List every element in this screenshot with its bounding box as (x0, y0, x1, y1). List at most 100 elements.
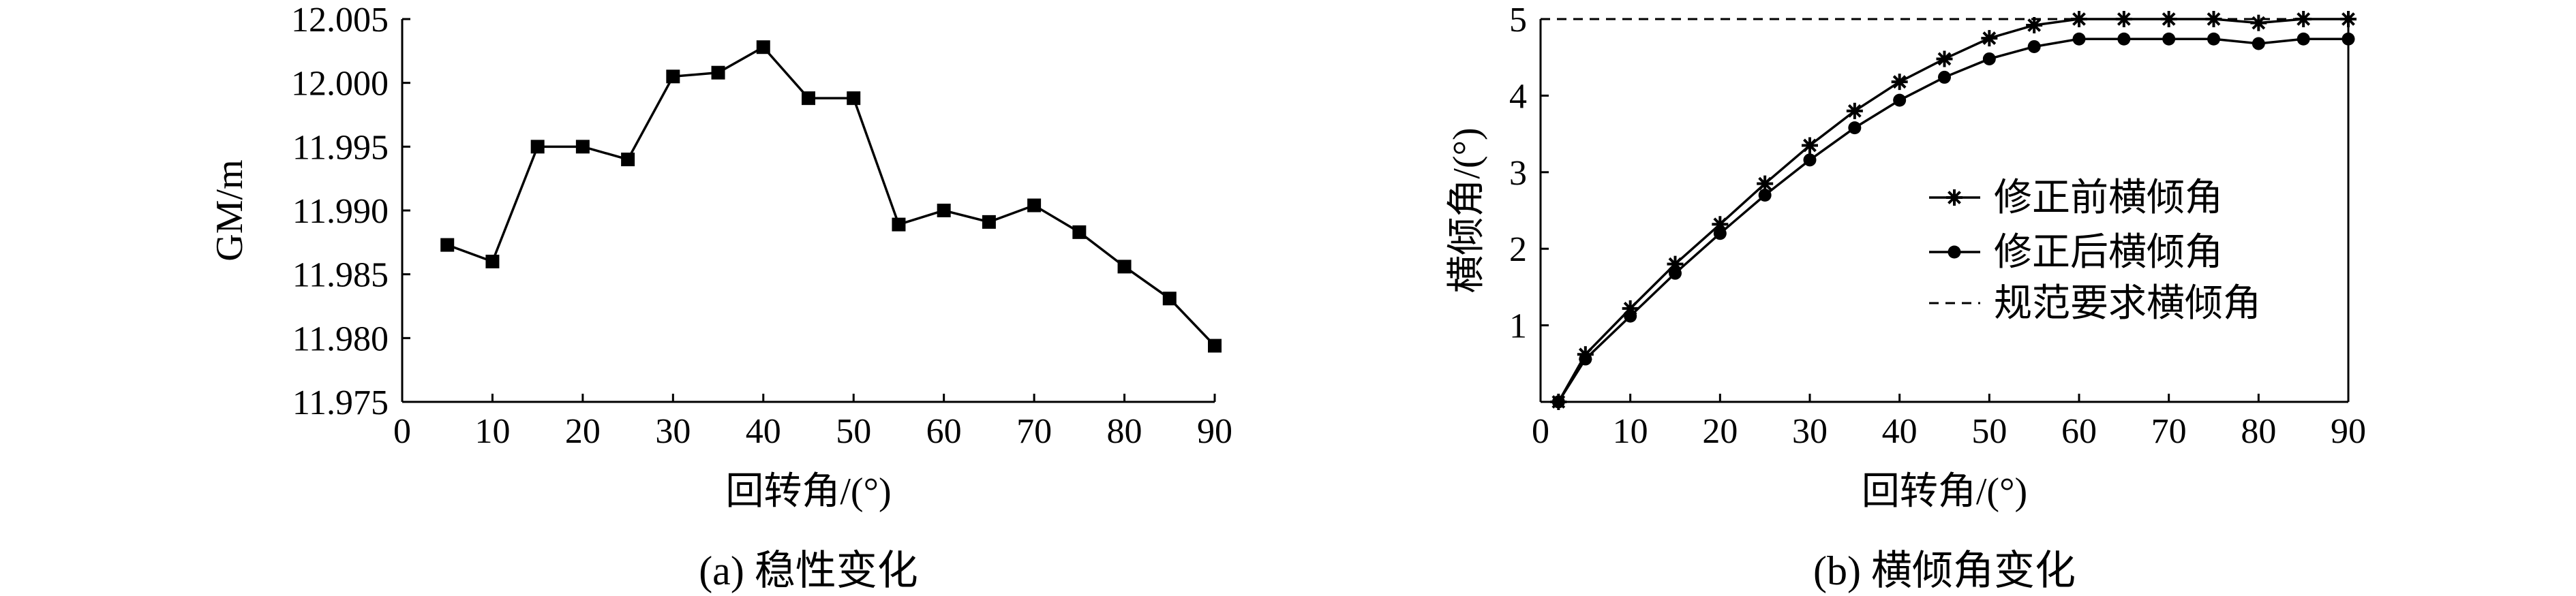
a-x-tick-label: 10 (474, 412, 510, 451)
b-y-tick-label: 1 (1509, 307, 1527, 346)
a-x-tick-label: 30 (655, 412, 691, 451)
b-series-0-point (1667, 255, 1684, 272)
chart-gm-stability: 0 10 20 30 40 50 60 70 80 90 11.975 11.980 11.985 11… (209, 1, 1232, 593)
b-series-0-point (1981, 30, 1998, 47)
a-x-tick-label: 0 (393, 412, 411, 451)
legend-item-regulation-requirement: 规范要求横倾角 (1929, 283, 2261, 325)
a-series-0-point (711, 65, 725, 80)
a-y-tick-label: 11.980 (292, 319, 389, 358)
chart-a-series (440, 40, 1222, 353)
b-series-0-point (1936, 50, 1953, 67)
chart-b-legend: 修正前横倾角 修正后横倾角 规范要求横倾角 (1929, 177, 2261, 325)
b-series-1-point (2297, 32, 2310, 46)
b-series-1-point (1893, 93, 1907, 107)
b-x-tick-label: 20 (1702, 412, 1738, 451)
a-x-tick-label: 60 (926, 412, 962, 451)
a-series-0-point (440, 238, 455, 252)
chart-b-axes (1539, 19, 2350, 403)
b-series-0-point (1891, 74, 1908, 91)
a-series-0-point (530, 140, 545, 154)
a-x-tick-label: 40 (746, 412, 781, 451)
legend-label-after-correction: 修正后横倾角 (1994, 232, 2223, 274)
a-x-tick-label: 90 (1197, 412, 1232, 451)
b-series-1-point (2252, 37, 2265, 50)
b-series-1-point (1669, 266, 1682, 280)
b-series-0-point (2115, 11, 2132, 27)
a-x-tick-label: 20 (565, 412, 601, 451)
a-series-0-point (575, 140, 590, 154)
b-series-0-point (1712, 216, 1729, 233)
b-series-0-point (1622, 300, 1639, 317)
b-y-tick-label: 3 (1509, 154, 1527, 193)
chart-a-x-ticks: 0 10 20 30 40 50 60 70 80 90 (393, 394, 1232, 451)
a-x-tick-label: 70 (1016, 412, 1052, 451)
b-series-1-point (1938, 70, 1951, 84)
b-series-1-point (1982, 52, 1996, 65)
a-x-tick-label: 50 (836, 412, 871, 451)
b-x-tick-label: 80 (2241, 412, 2276, 451)
b-series-1-point (1551, 395, 1565, 409)
b-x-tick-label: 0 (1532, 412, 1549, 451)
a-series-0-point (485, 254, 500, 268)
legend-swatch-marker (1948, 245, 1961, 259)
b-series-1-point (1848, 121, 1862, 135)
a-y-tick-label: 11.985 (292, 256, 389, 295)
b-series-0-point (2250, 14, 2267, 31)
b-series-1-line (1557, 37, 2348, 403)
a-series-0-point (802, 91, 815, 106)
b-series-1-point (2117, 32, 2131, 46)
chart-b-series (1541, 11, 2357, 410)
chart-b-caption: (b) 横倾角变化 (1813, 548, 2076, 593)
chart-a-axes (401, 19, 1215, 403)
b-y-tick-label: 2 (1509, 230, 1527, 269)
chart-b-x-axis-label: 回转角/(°) (1862, 471, 2027, 513)
legend-item-after-correction: 修正后横倾角 (1929, 232, 2223, 274)
a-y-tick-label: 12.000 (291, 65, 389, 104)
b-y-tick-label: 4 (1509, 77, 1527, 116)
b-x-tick-label: 60 (2061, 412, 2097, 451)
a-series-0-point (892, 217, 906, 232)
b-series-0-point (1757, 175, 1774, 192)
b-x-tick-label: 10 (1613, 412, 1648, 451)
a-x-tick-label: 80 (1107, 412, 1142, 451)
b-series-1-point (2207, 32, 2220, 46)
b-series-0-point (1846, 102, 1863, 119)
b-series-0-point (2071, 11, 2087, 27)
b-x-tick-label: 50 (1971, 412, 2007, 451)
b-series-0-point (2295, 11, 2312, 27)
legend-label-regulation-requirement: 规范要求横倾角 (1994, 283, 2261, 325)
b-series-1-point (1579, 352, 1592, 366)
a-series-0-point (756, 40, 770, 54)
chart-b-x-ticks: 0 10 20 30 40 50 60 70 80 90 (1532, 394, 2366, 451)
a-series-0-point (847, 91, 861, 106)
a-series-0-point (666, 69, 680, 84)
chart-b-y-axis-label: 横倾角/(°) (1446, 127, 1488, 293)
a-series-0-point (621, 153, 635, 167)
b-series-1-point (1758, 189, 1772, 202)
a-series-0-point (982, 215, 996, 229)
b-x-tick-label: 90 (2331, 412, 2366, 451)
b-x-tick-label: 30 (1792, 412, 1828, 451)
legend-label-before-correction: 修正前横倾角 (1994, 177, 2223, 219)
b-series-1-point (1713, 227, 1727, 240)
b-series-0-point (1802, 137, 1818, 154)
chart-b-y-ticks: 1 2 3 4 5 (1509, 1, 1549, 346)
chart-a-y-axis-label: GM/m (209, 159, 251, 261)
a-y-tick-label: 11.975 (292, 383, 389, 422)
a-series-0-point (1208, 339, 1222, 353)
b-series-0-point (2026, 16, 2043, 33)
a-series-0-point (1072, 225, 1087, 239)
b-series-0-line (1557, 18, 2348, 403)
a-y-tick-label: 12.005 (291, 1, 389, 40)
b-series-1-point (1803, 153, 1817, 167)
b-y-tick-label: 5 (1509, 1, 1527, 40)
chart-a-caption: (a) 稳性变化 (699, 548, 918, 593)
a-series-0-point (1117, 260, 1132, 274)
b-series-1-point (1624, 309, 1637, 323)
legend-item-before-correction: 修正前横倾角 (1929, 177, 2223, 219)
a-series-0-point (937, 204, 951, 217)
legend-swatch-marker (1946, 189, 1963, 206)
a-series-0-line (446, 45, 1216, 347)
a-y-tick-label: 11.995 (292, 128, 389, 167)
